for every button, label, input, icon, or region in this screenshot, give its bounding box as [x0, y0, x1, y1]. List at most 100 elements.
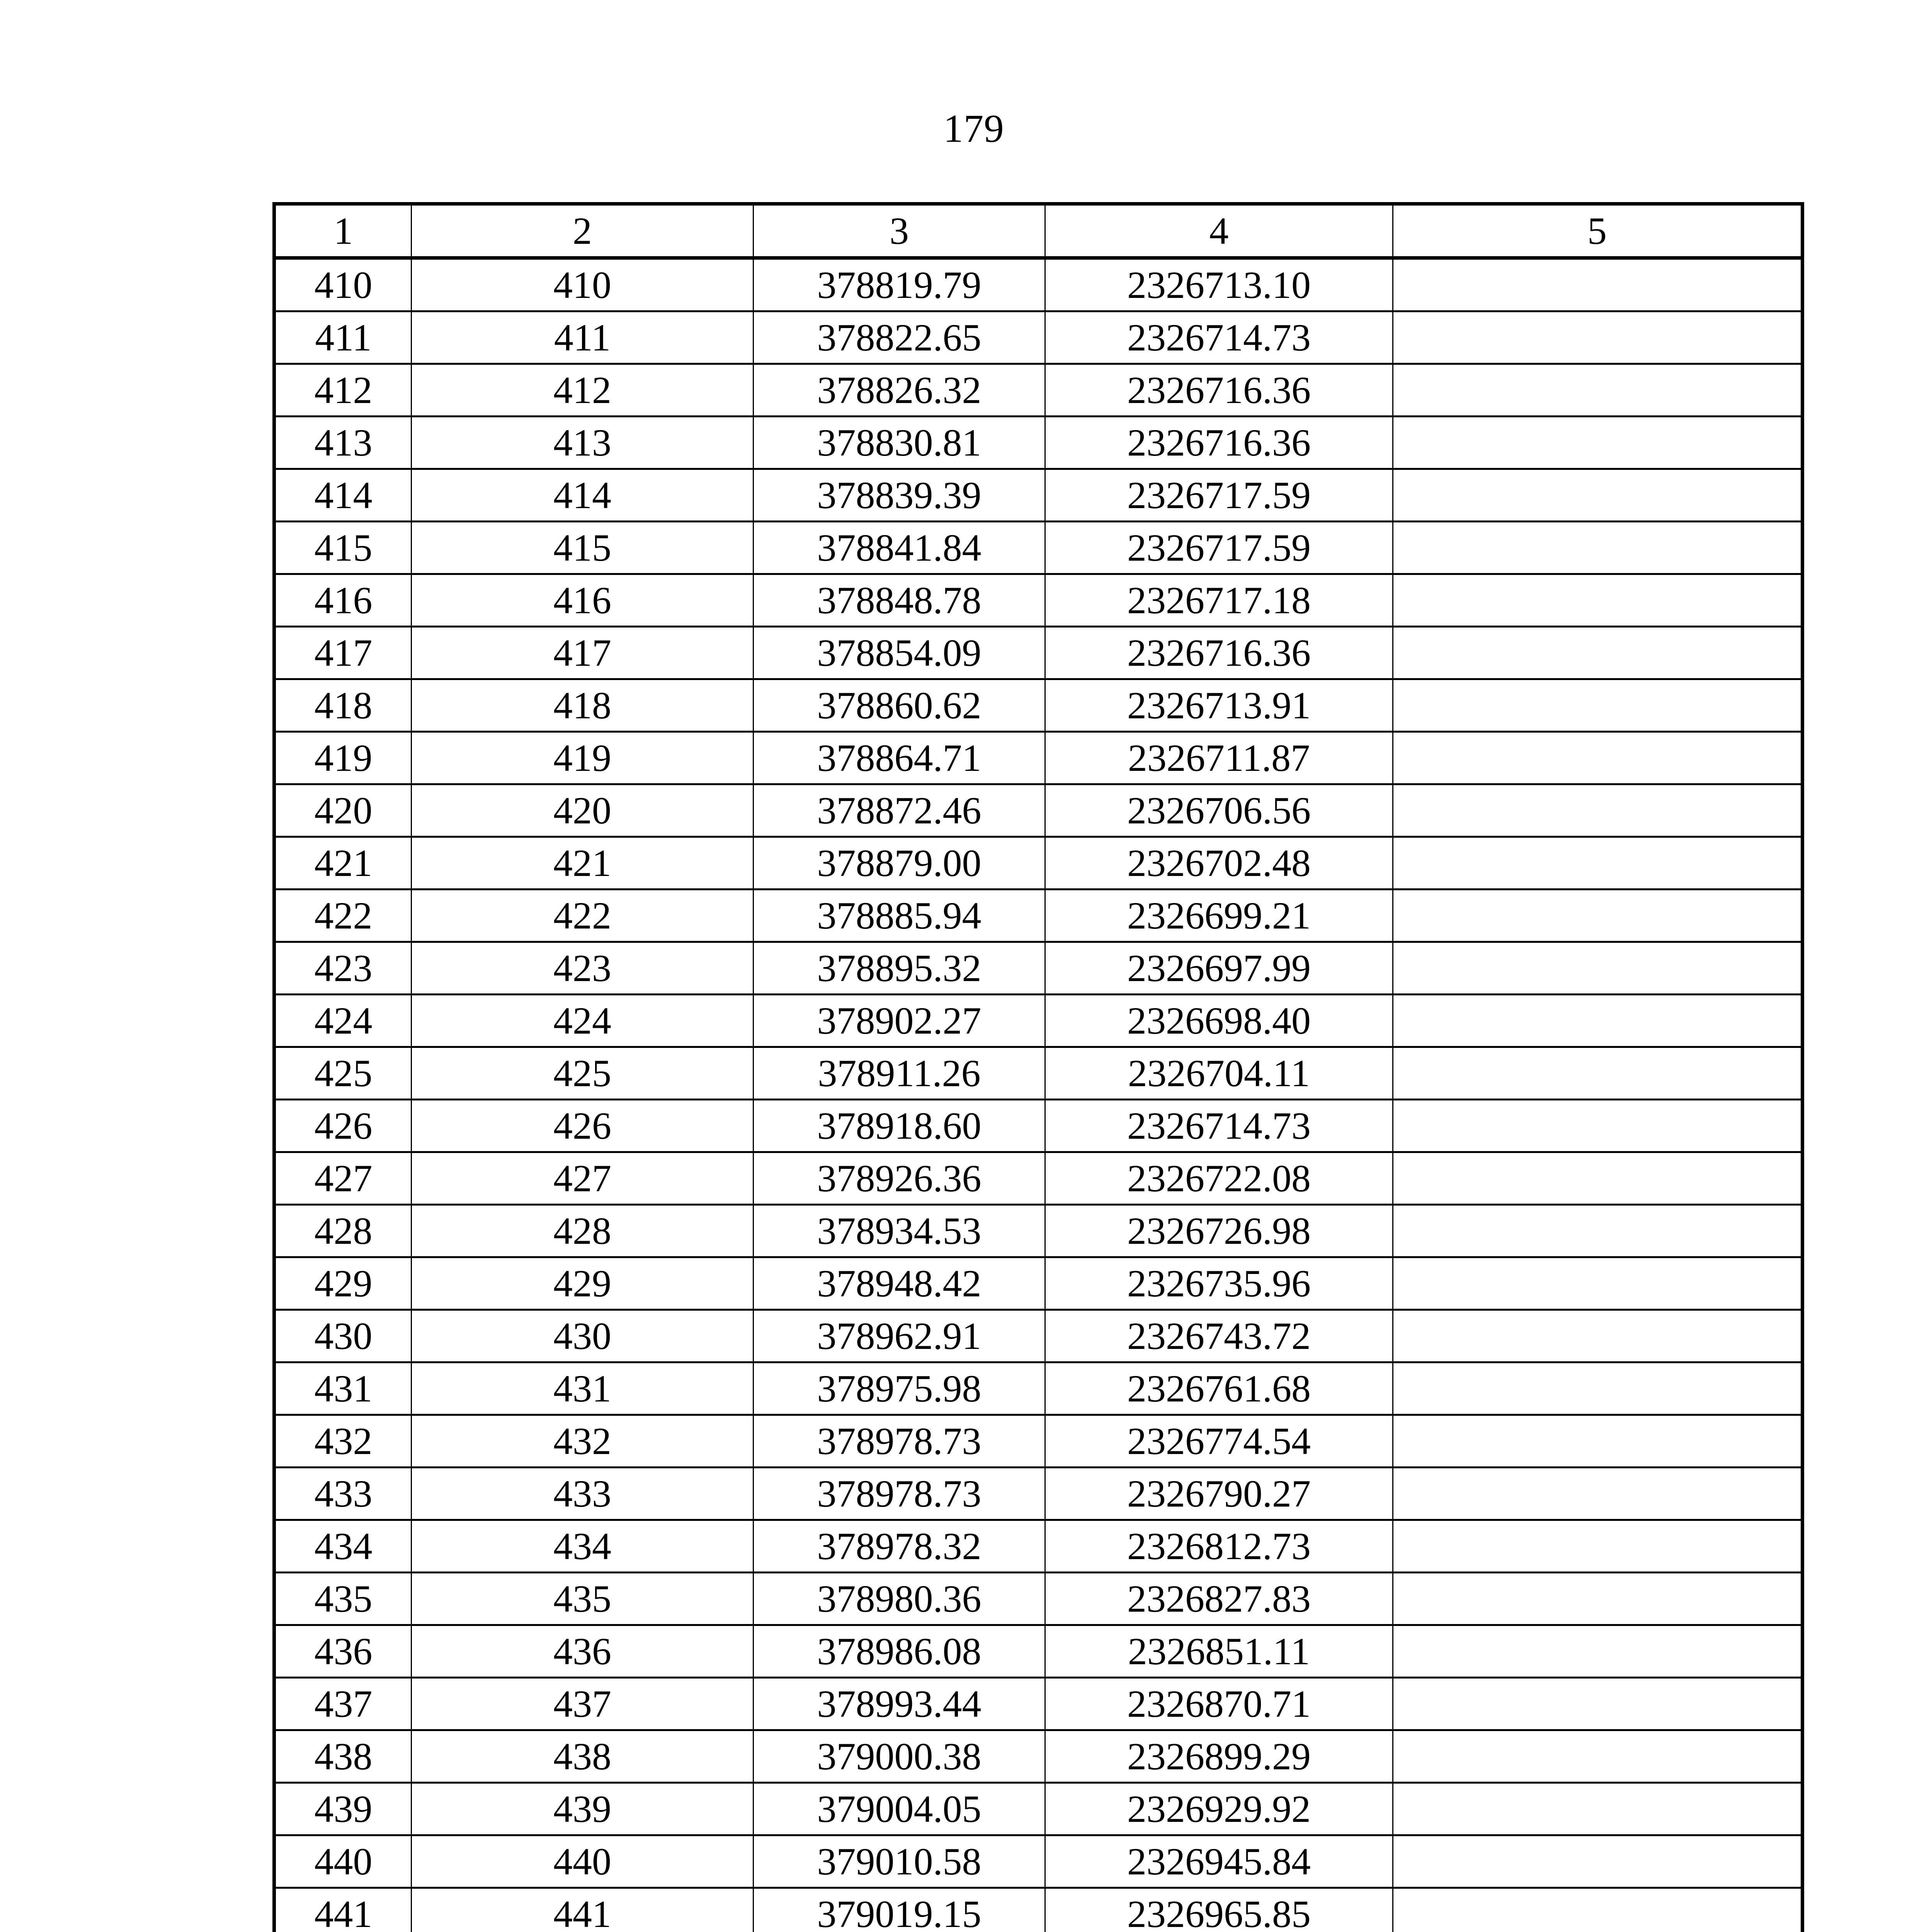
table-cell: 435 — [274, 1571, 412, 1626]
table-cell — [1392, 1309, 1803, 1363]
table-cell — [1392, 1519, 1803, 1573]
table-cell: 413 — [274, 415, 412, 470]
table-cell: 2326929.92 — [1044, 1782, 1393, 1836]
table-cell: 378975.98 — [753, 1361, 1046, 1416]
table-cell — [1392, 1677, 1803, 1731]
table-cell: 378860.62 — [753, 678, 1046, 733]
table-cell — [1392, 1571, 1803, 1626]
table-cell — [1392, 783, 1803, 838]
table-cell — [1392, 310, 1803, 365]
table-cell: 424 — [274, 993, 412, 1048]
table-cell: 433 — [274, 1466, 412, 1521]
table-row: 417 417 378854.09 2326716.36 — [274, 626, 1803, 680]
table-cell: 438 — [411, 1729, 754, 1784]
table-cell: 2326711.87 — [1044, 731, 1393, 785]
table-row: 411 411 378822.65 2326714.73 — [274, 310, 1803, 365]
table-cell — [1392, 993, 1803, 1048]
table-row: 418 418 378860.62 2326713.91 — [274, 678, 1803, 733]
table-cell — [1392, 468, 1803, 522]
table-cell: 416 — [411, 573, 754, 628]
table-cell: 379000.38 — [753, 1729, 1046, 1784]
table-cell: 378993.44 — [753, 1677, 1046, 1731]
table-row: 415 415 378841.84 2326717.59 — [274, 520, 1803, 575]
table-row: 422 422 378885.94 2326699.21 — [274, 888, 1803, 943]
table-row: 424 424 378902.27 2326698.40 — [274, 993, 1803, 1048]
table-cell: 378839.39 — [753, 468, 1046, 522]
table-cell: 378918.60 — [753, 1099, 1046, 1153]
table-cell — [1392, 678, 1803, 733]
table-row: 431 431 378975.98 2326761.68 — [274, 1361, 1803, 1416]
table-cell: 378864.71 — [753, 731, 1046, 785]
table-cell: 378879.00 — [753, 836, 1046, 890]
table-cell: 434 — [411, 1519, 754, 1573]
table-row: 439 439 379004.05 2326929.92 — [274, 1782, 1803, 1836]
table-cell: 415 — [274, 520, 412, 575]
table-cell: 431 — [411, 1361, 754, 1416]
table-cell: 378826.32 — [753, 363, 1046, 417]
table-cell — [1392, 520, 1803, 575]
table-cell — [1392, 573, 1803, 628]
table-cell: 439 — [274, 1782, 412, 1836]
column-header: 4 — [1044, 203, 1393, 260]
table-cell: 2326965.85 — [1044, 1887, 1393, 1932]
table-cell: 439 — [411, 1782, 754, 1836]
table-cell: 420 — [274, 783, 412, 838]
table-cell — [1392, 1729, 1803, 1784]
table-cell: 378926.36 — [753, 1151, 1046, 1206]
table-cell: 428 — [411, 1204, 754, 1258]
table-cell — [1392, 1887, 1803, 1932]
table-cell: 412 — [411, 363, 754, 417]
table-row: 435 435 378980.36 2326827.83 — [274, 1571, 1803, 1626]
table-row: 426 426 378918.60 2326714.73 — [274, 1099, 1803, 1153]
table-cell: 426 — [274, 1099, 412, 1153]
table-cell: 410 — [411, 257, 754, 312]
table-cell: 431 — [274, 1361, 412, 1416]
table-cell: 2326870.71 — [1044, 1677, 1393, 1731]
table-cell — [1392, 1624, 1803, 1679]
table-row: 423 423 378895.32 2326697.99 — [274, 941, 1803, 995]
table-cell: 412 — [274, 363, 412, 417]
table-cell — [1392, 1834, 1803, 1889]
column-header: 2 — [411, 203, 754, 260]
table-cell: 2326714.73 — [1044, 310, 1393, 365]
table-row: 425 425 378911.26 2326704.11 — [274, 1046, 1803, 1100]
table-cell: 413 — [411, 415, 754, 470]
table-row: 413 413 378830.81 2326716.36 — [274, 415, 1803, 470]
table-cell: 378830.81 — [753, 415, 1046, 470]
table-cell: 2326899.29 — [1044, 1729, 1393, 1784]
table-cell: 2326726.98 — [1044, 1204, 1393, 1258]
table-row: 419 419 378864.71 2326711.87 — [274, 731, 1803, 785]
table-cell: 2326790.27 — [1044, 1466, 1393, 1521]
table-cell: 379004.05 — [753, 1782, 1046, 1836]
table-cell: 420 — [411, 783, 754, 838]
table-cell: 378819.79 — [753, 257, 1046, 312]
table-cell — [1392, 731, 1803, 785]
table-cell — [1392, 1466, 1803, 1521]
table-cell: 427 — [274, 1151, 412, 1206]
table-cell: 2326827.83 — [1044, 1571, 1393, 1626]
table-cell: 378902.27 — [753, 993, 1046, 1048]
table-cell: 425 — [274, 1046, 412, 1100]
table-cell: 2326714.73 — [1044, 1099, 1393, 1153]
table-cell: 2326812.73 — [1044, 1519, 1393, 1573]
table-cell: 2326704.11 — [1044, 1046, 1393, 1100]
table-cell: 378986.08 — [753, 1624, 1046, 1679]
table-row: 429 429 378948.42 2326735.96 — [274, 1256, 1803, 1311]
table-row: 427 427 378926.36 2326722.08 — [274, 1151, 1803, 1206]
table-cell: 422 — [274, 888, 412, 943]
table-cell: 2326716.36 — [1044, 363, 1393, 417]
table-cell: 432 — [274, 1414, 412, 1468]
table-cell — [1392, 1046, 1803, 1100]
table-cell: 379010.58 — [753, 1834, 1046, 1889]
table-cell: 415 — [411, 520, 754, 575]
table-cell: 2326702.48 — [1044, 836, 1393, 890]
table-cell: 433 — [411, 1466, 754, 1521]
table-cell: 436 — [274, 1624, 412, 1679]
table-cell: 410 — [274, 257, 412, 312]
table-row: 412 412 378826.32 2326716.36 — [274, 363, 1803, 417]
table-cell — [1392, 1256, 1803, 1311]
table-row: 430 430 378962.91 2326743.72 — [274, 1309, 1803, 1363]
table-body: 410 410 378819.79 2326713.10 411 411 378822.65… — [274, 257, 1803, 1932]
